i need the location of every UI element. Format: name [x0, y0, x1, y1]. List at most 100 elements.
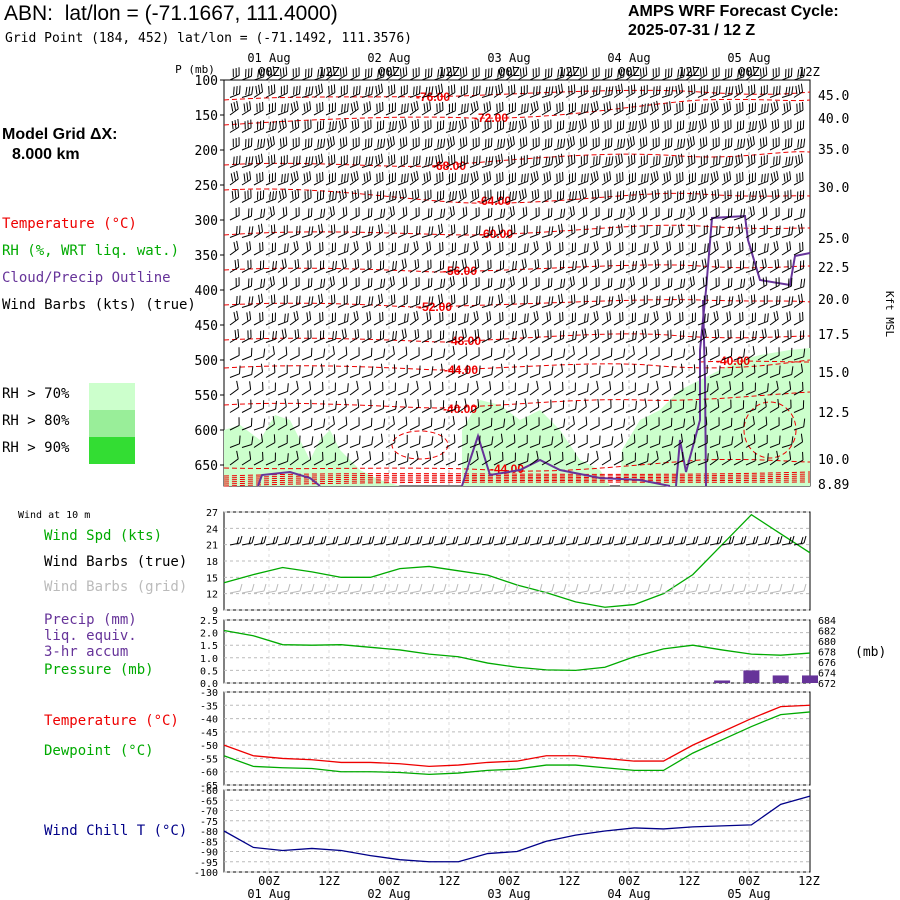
wind-barb [781, 86, 794, 98]
wind-barb [373, 223, 384, 238]
time-tick-bottom: 00Z [738, 874, 760, 888]
wind-barb [481, 311, 492, 326]
pressure-y2-tick: 684 [818, 616, 836, 627]
wind-barb [421, 347, 433, 361]
wind-barb [589, 435, 601, 448]
wind-barb [541, 259, 552, 273]
wind-barb [541, 311, 552, 326]
legend-wind-barbs: Wind Barbs (kts) (true) [2, 297, 196, 313]
wind-barb [325, 312, 336, 326]
temperature-contour [223, 224, 811, 236]
wind-barb-10m [601, 535, 615, 546]
panel-y-tick: -30 [200, 688, 218, 699]
wind-barb [325, 294, 336, 308]
wind-barb [709, 347, 720, 361]
wind-barb [637, 276, 648, 291]
wind-barb-grid [469, 583, 483, 594]
wind-barb [697, 294, 708, 308]
wind-barb [373, 208, 386, 221]
wind-barb [409, 310, 419, 326]
panel-y-tick: -100 [194, 868, 218, 879]
wind-barb [289, 258, 300, 273]
pressure-y2-tick: 674 [818, 669, 836, 680]
wind-barb-grid [565, 583, 579, 594]
wind-barb [685, 154, 696, 168]
wind-barb [301, 311, 312, 326]
wind-barb [793, 101, 804, 116]
wind-barb [733, 363, 744, 378]
wind-barb [421, 189, 432, 203]
wind-barb [229, 347, 240, 361]
wind-barb [385, 416, 395, 431]
wind-barb [757, 118, 767, 133]
temperature-contour [223, 477, 811, 483]
wind-barb [337, 346, 348, 361]
wind-barb [277, 188, 287, 203]
wind-barb [313, 190, 325, 203]
wind-barb [781, 277, 793, 291]
wind-barb [409, 380, 419, 396]
wind-barb [505, 400, 517, 413]
wind-barb [517, 383, 529, 396]
wind-barb [793, 278, 806, 291]
wind-barb-10m [769, 535, 783, 546]
wind-barb [325, 136, 335, 151]
wind-barb [469, 100, 479, 116]
wind-barb [529, 100, 539, 116]
wind-barb-grid [709, 583, 723, 594]
wind-barb [757, 346, 768, 361]
wind-barb [661, 67, 673, 81]
wind-barb [421, 296, 434, 308]
wind-barb [613, 68, 626, 81]
wind-barb [601, 259, 612, 273]
wind-barb [685, 206, 695, 221]
wind-barb [661, 277, 673, 291]
wind-barb [361, 156, 374, 168]
wind-barb [433, 278, 446, 291]
wind-barb [337, 206, 348, 221]
wind-barb [757, 383, 769, 396]
wind-barb [541, 207, 553, 221]
wind-barb [517, 258, 527, 273]
wind-barb [457, 243, 469, 256]
wind-barb [577, 66, 588, 81]
wind-barb [613, 418, 626, 431]
wind-barb [685, 260, 697, 273]
wind-barb-10m [505, 535, 519, 546]
wind-barb [685, 84, 696, 98]
wind-barb [661, 436, 674, 448]
wind-barb [229, 155, 241, 168]
wind-barb [277, 258, 287, 273]
wind-barb [469, 295, 481, 308]
wind-barb-10m [529, 535, 543, 546]
wind-barb [649, 365, 661, 378]
wind-barb [721, 226, 734, 238]
wind-barb [409, 328, 420, 343]
pressure-tick-label: 250 [195, 179, 218, 194]
wind-barb [253, 381, 264, 396]
wind-barb [733, 171, 744, 186]
wind-barb [277, 328, 287, 343]
wind-barb [229, 365, 241, 378]
wind-barb [493, 418, 506, 431]
wind-barb [313, 400, 325, 413]
wind-barb [373, 138, 386, 151]
wind-barb [529, 118, 540, 133]
wind-barb [685, 400, 697, 413]
model-grid-title: Model Grid ΔX: [2, 126, 118, 143]
wind-barb [589, 258, 600, 273]
wind-barb [565, 172, 576, 186]
wind-barb [493, 330, 505, 343]
wind-barb [301, 137, 313, 151]
wind-barb [409, 450, 419, 466]
wind-barb [337, 328, 347, 343]
wind-barb [781, 417, 793, 431]
wind-barb [349, 380, 359, 396]
wind-barb [577, 313, 589, 326]
wind-barb [517, 416, 528, 431]
temperature-contour [223, 479, 811, 485]
panel-y-tick: 27 [206, 508, 218, 519]
wind-barb-10m [493, 535, 507, 546]
wind-barb [697, 154, 708, 168]
